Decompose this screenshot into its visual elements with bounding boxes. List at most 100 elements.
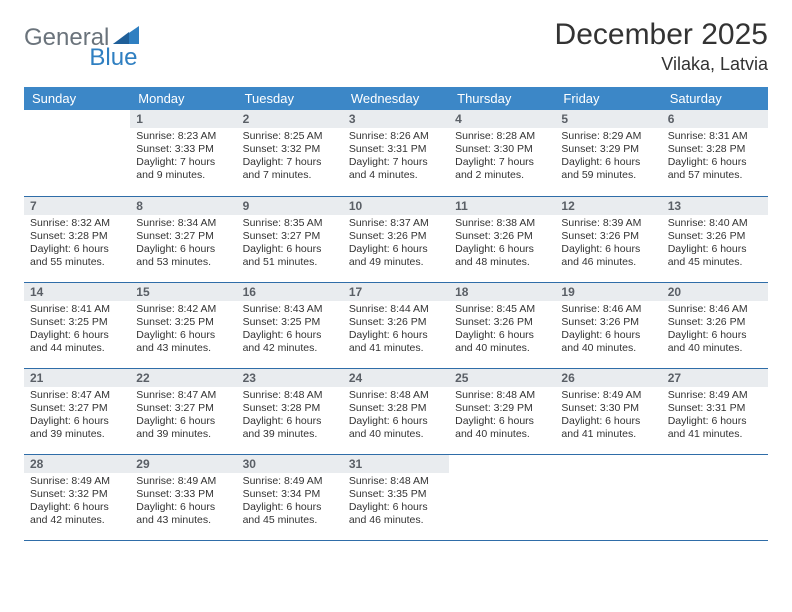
sunrise-text: Sunrise: 8:48 AM	[455, 389, 549, 402]
sunset-text: Sunset: 3:27 PM	[30, 402, 124, 415]
calendar-cell	[449, 454, 555, 540]
daylight-text: Daylight: 6 hours and 44 minutes.	[30, 329, 124, 355]
day-number: 20	[662, 283, 768, 301]
sunset-text: Sunset: 3:27 PM	[243, 230, 337, 243]
brand-part2: Blue	[89, 44, 137, 72]
day-details: Sunrise: 8:32 AMSunset: 3:28 PMDaylight:…	[24, 215, 130, 274]
day-number: 18	[449, 283, 555, 301]
daylight-text: Daylight: 6 hours and 40 minutes.	[668, 329, 762, 355]
daylight-text: Daylight: 6 hours and 55 minutes.	[30, 243, 124, 269]
day-number: 10	[343, 197, 449, 215]
sunrise-text: Sunrise: 8:49 AM	[668, 389, 762, 402]
day-details: Sunrise: 8:46 AMSunset: 3:26 PMDaylight:…	[555, 301, 661, 360]
month-title: December 2025	[555, 18, 768, 52]
daylight-text: Daylight: 6 hours and 39 minutes.	[30, 415, 124, 441]
daylight-text: Daylight: 6 hours and 59 minutes.	[561, 156, 655, 182]
calendar-cell: 2Sunrise: 8:25 AMSunset: 3:32 PMDaylight…	[237, 110, 343, 196]
daylight-text: Daylight: 6 hours and 40 minutes.	[349, 415, 443, 441]
calendar-cell: 30Sunrise: 8:49 AMSunset: 3:34 PMDayligh…	[237, 454, 343, 540]
sunset-text: Sunset: 3:33 PM	[136, 143, 230, 156]
sunrise-text: Sunrise: 8:28 AM	[455, 130, 549, 143]
calendar-cell: 8Sunrise: 8:34 AMSunset: 3:27 PMDaylight…	[130, 196, 236, 282]
day-details: Sunrise: 8:34 AMSunset: 3:27 PMDaylight:…	[130, 215, 236, 274]
sunrise-text: Sunrise: 8:48 AM	[349, 389, 443, 402]
weekday-header: Friday	[555, 87, 661, 110]
calendar-cell: 4Sunrise: 8:28 AMSunset: 3:30 PMDaylight…	[449, 110, 555, 196]
sunset-text: Sunset: 3:25 PM	[243, 316, 337, 329]
sunset-text: Sunset: 3:30 PM	[561, 402, 655, 415]
sunrise-text: Sunrise: 8:29 AM	[561, 130, 655, 143]
day-details: Sunrise: 8:48 AMSunset: 3:29 PMDaylight:…	[449, 387, 555, 446]
day-number: 15	[130, 283, 236, 301]
sunrise-text: Sunrise: 8:23 AM	[136, 130, 230, 143]
day-number: 6	[662, 110, 768, 128]
calendar-cell: 19Sunrise: 8:46 AMSunset: 3:26 PMDayligh…	[555, 282, 661, 368]
weekday-header: Saturday	[662, 87, 768, 110]
calendar-body: 1Sunrise: 8:23 AMSunset: 3:33 PMDaylight…	[24, 110, 768, 540]
sunset-text: Sunset: 3:28 PM	[243, 402, 337, 415]
daylight-text: Daylight: 6 hours and 49 minutes.	[349, 243, 443, 269]
daylight-text: Daylight: 7 hours and 7 minutes.	[243, 156, 337, 182]
day-details: Sunrise: 8:48 AMSunset: 3:35 PMDaylight:…	[343, 473, 449, 532]
day-details: Sunrise: 8:40 AMSunset: 3:26 PMDaylight:…	[662, 215, 768, 274]
day-number: 17	[343, 283, 449, 301]
daylight-text: Daylight: 6 hours and 39 minutes.	[243, 415, 337, 441]
day-details: Sunrise: 8:46 AMSunset: 3:26 PMDaylight:…	[662, 301, 768, 360]
day-details: Sunrise: 8:38 AMSunset: 3:26 PMDaylight:…	[449, 215, 555, 274]
day-details: Sunrise: 8:43 AMSunset: 3:25 PMDaylight:…	[237, 301, 343, 360]
daylight-text: Daylight: 6 hours and 40 minutes.	[561, 329, 655, 355]
calendar-cell: 24Sunrise: 8:48 AMSunset: 3:28 PMDayligh…	[343, 368, 449, 454]
daylight-text: Daylight: 6 hours and 51 minutes.	[243, 243, 337, 269]
calendar-cell: 11Sunrise: 8:38 AMSunset: 3:26 PMDayligh…	[449, 196, 555, 282]
calendar-cell: 27Sunrise: 8:49 AMSunset: 3:31 PMDayligh…	[662, 368, 768, 454]
day-details: Sunrise: 8:23 AMSunset: 3:33 PMDaylight:…	[130, 128, 236, 187]
day-number: 16	[237, 283, 343, 301]
sunrise-text: Sunrise: 8:48 AM	[349, 475, 443, 488]
sunrise-text: Sunrise: 8:46 AM	[668, 303, 762, 316]
sunset-text: Sunset: 3:26 PM	[668, 230, 762, 243]
calendar-cell: 16Sunrise: 8:43 AMSunset: 3:25 PMDayligh…	[237, 282, 343, 368]
sunset-text: Sunset: 3:30 PM	[455, 143, 549, 156]
sunrise-text: Sunrise: 8:46 AM	[561, 303, 655, 316]
day-details: Sunrise: 8:35 AMSunset: 3:27 PMDaylight:…	[237, 215, 343, 274]
sunrise-text: Sunrise: 8:42 AM	[136, 303, 230, 316]
calendar-week-row: 28Sunrise: 8:49 AMSunset: 3:32 PMDayligh…	[24, 454, 768, 540]
sunset-text: Sunset: 3:31 PM	[349, 143, 443, 156]
sunrise-text: Sunrise: 8:45 AM	[455, 303, 549, 316]
daylight-text: Daylight: 6 hours and 46 minutes.	[561, 243, 655, 269]
sunset-text: Sunset: 3:26 PM	[455, 230, 549, 243]
daylight-text: Daylight: 6 hours and 43 minutes.	[136, 501, 230, 527]
day-details: Sunrise: 8:49 AMSunset: 3:33 PMDaylight:…	[130, 473, 236, 532]
sunrise-text: Sunrise: 8:25 AM	[243, 130, 337, 143]
weekday-header: Thursday	[449, 87, 555, 110]
day-details: Sunrise: 8:37 AMSunset: 3:26 PMDaylight:…	[343, 215, 449, 274]
sunrise-text: Sunrise: 8:39 AM	[561, 217, 655, 230]
day-details: Sunrise: 8:45 AMSunset: 3:26 PMDaylight:…	[449, 301, 555, 360]
day-number: 1	[130, 110, 236, 128]
sunset-text: Sunset: 3:27 PM	[136, 402, 230, 415]
day-details: Sunrise: 8:44 AMSunset: 3:26 PMDaylight:…	[343, 301, 449, 360]
daylight-text: Daylight: 6 hours and 41 minutes.	[349, 329, 443, 355]
day-details: Sunrise: 8:39 AMSunset: 3:26 PMDaylight:…	[555, 215, 661, 274]
calendar-cell: 7Sunrise: 8:32 AMSunset: 3:28 PMDaylight…	[24, 196, 130, 282]
calendar-cell: 14Sunrise: 8:41 AMSunset: 3:25 PMDayligh…	[24, 282, 130, 368]
sunrise-text: Sunrise: 8:47 AM	[136, 389, 230, 402]
sunrise-text: Sunrise: 8:43 AM	[243, 303, 337, 316]
calendar-cell: 26Sunrise: 8:49 AMSunset: 3:30 PMDayligh…	[555, 368, 661, 454]
day-number: 4	[449, 110, 555, 128]
sunrise-text: Sunrise: 8:31 AM	[668, 130, 762, 143]
daylight-text: Daylight: 6 hours and 45 minutes.	[243, 501, 337, 527]
sunset-text: Sunset: 3:25 PM	[136, 316, 230, 329]
sunset-text: Sunset: 3:32 PM	[243, 143, 337, 156]
day-number: 13	[662, 197, 768, 215]
day-number: 12	[555, 197, 661, 215]
daylight-text: Daylight: 6 hours and 40 minutes.	[455, 415, 549, 441]
sunrise-text: Sunrise: 8:41 AM	[30, 303, 124, 316]
calendar-week-row: 7Sunrise: 8:32 AMSunset: 3:28 PMDaylight…	[24, 196, 768, 282]
day-number: 29	[130, 455, 236, 473]
daylight-text: Daylight: 6 hours and 40 minutes.	[455, 329, 549, 355]
calendar-cell: 9Sunrise: 8:35 AMSunset: 3:27 PMDaylight…	[237, 196, 343, 282]
sunrise-text: Sunrise: 8:49 AM	[243, 475, 337, 488]
day-number: 21	[24, 369, 130, 387]
sunset-text: Sunset: 3:29 PM	[561, 143, 655, 156]
